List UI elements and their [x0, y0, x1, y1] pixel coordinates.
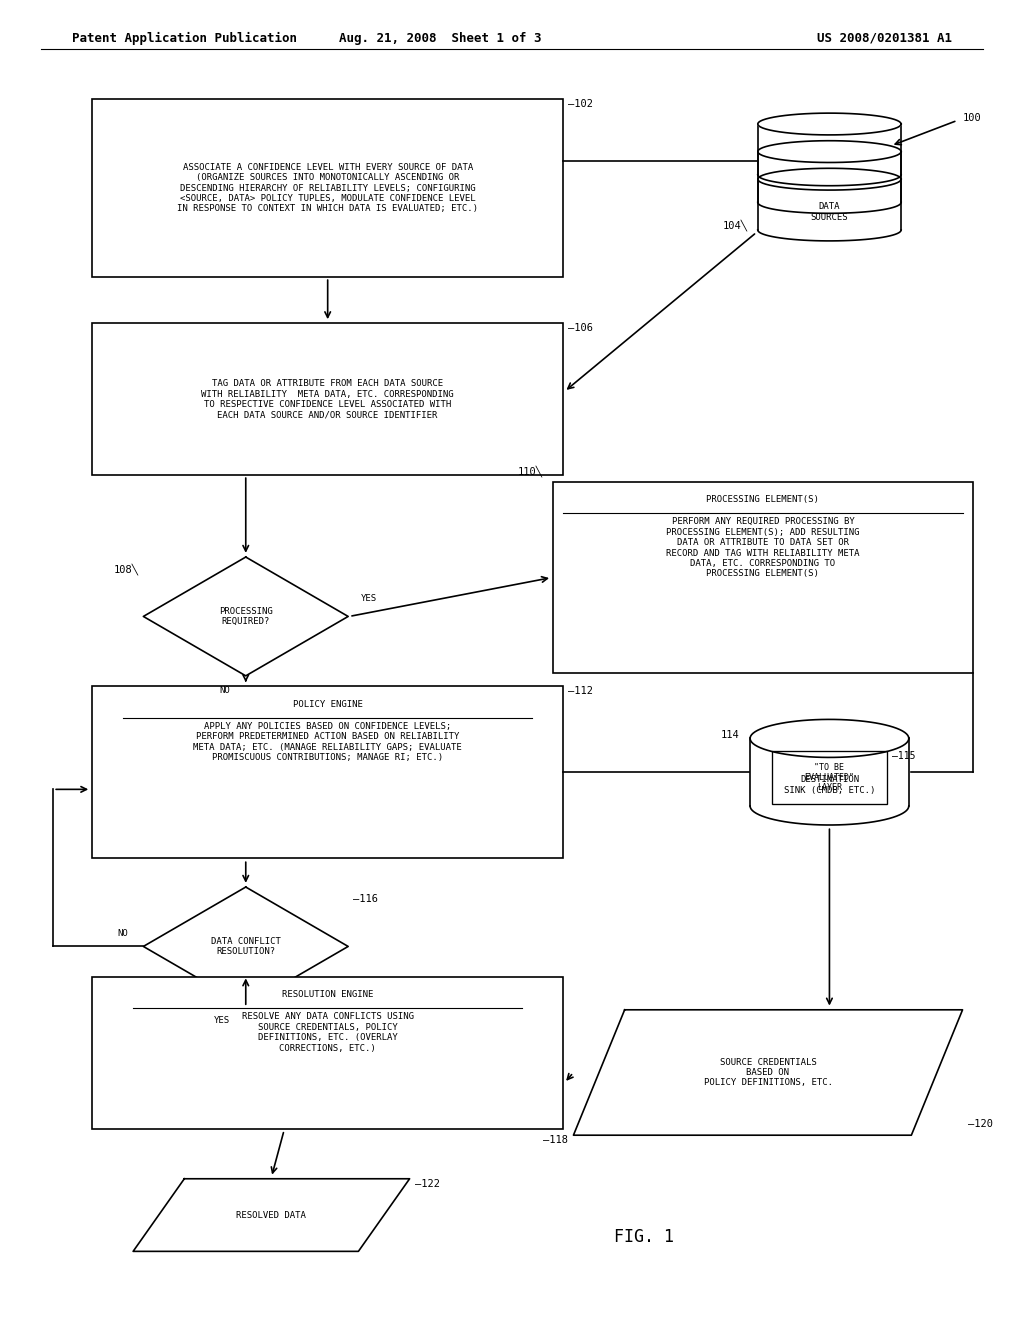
Polygon shape [143, 557, 348, 676]
Polygon shape [751, 719, 909, 758]
Polygon shape [143, 887, 348, 1006]
FancyBboxPatch shape [92, 977, 563, 1129]
Polygon shape [758, 141, 901, 162]
Text: ASSOCIATE A CONFIDENCE LEVEL WITH EVERY SOURCE OF DATA
(ORGANIZE SOURCES INTO MO: ASSOCIATE A CONFIDENCE LEVEL WITH EVERY … [177, 162, 478, 214]
Text: —116: —116 [353, 894, 378, 904]
Text: PROCESSING ELEMENT(S): PROCESSING ELEMENT(S) [707, 495, 819, 504]
Text: APPLY ANY POLICIES BASED ON CONFIDENCE LEVELS;
PERFORM PREDETERMINED ACTION BASE: APPLY ANY POLICIES BASED ON CONFIDENCE L… [194, 722, 462, 762]
FancyBboxPatch shape [553, 482, 973, 673]
Text: POLICY ENGINE: POLICY ENGINE [293, 700, 362, 709]
Text: —106: —106 [568, 323, 593, 334]
Text: —122: —122 [415, 1179, 439, 1189]
Polygon shape [758, 114, 901, 135]
Text: DESTINATION
SINK (CMDB, ETC.): DESTINATION SINK (CMDB, ETC.) [783, 775, 876, 795]
Text: SOURCE CREDENTIALS
BASED ON
POLICY DEFINITIONS, ETC.: SOURCE CREDENTIALS BASED ON POLICY DEFIN… [703, 1057, 833, 1088]
FancyBboxPatch shape [92, 686, 563, 858]
Text: RESOLVED DATA: RESOLVED DATA [237, 1210, 306, 1220]
Text: —112: —112 [568, 686, 593, 697]
Text: FIG. 1: FIG. 1 [614, 1228, 675, 1246]
FancyBboxPatch shape [92, 323, 563, 475]
Text: —120: —120 [968, 1118, 992, 1129]
Polygon shape [573, 1010, 963, 1135]
Polygon shape [133, 1179, 410, 1251]
Polygon shape [758, 124, 901, 174]
Text: 100: 100 [963, 114, 981, 123]
Text: 114: 114 [721, 730, 739, 741]
FancyBboxPatch shape [772, 751, 887, 804]
Text: —102: —102 [568, 99, 593, 110]
Text: "TO BE
EVALUATED"
LAYER: "TO BE EVALUATED" LAYER [805, 763, 854, 792]
Text: TAG DATA OR ATTRIBUTE FROM EACH DATA SOURCE
WITH RELIABILITY  META DATA, ETC. CO: TAG DATA OR ATTRIBUTE FROM EACH DATA SOU… [202, 379, 454, 420]
Text: YES: YES [214, 1016, 230, 1026]
Text: PROCESSING
REQUIRED?: PROCESSING REQUIRED? [219, 607, 272, 626]
Text: 110╲: 110╲ [518, 465, 543, 477]
Text: DATA CONFLICT
RESOLUTION?: DATA CONFLICT RESOLUTION? [211, 937, 281, 956]
Text: US 2008/0201381 A1: US 2008/0201381 A1 [817, 32, 952, 45]
Text: 108╲: 108╲ [114, 564, 138, 576]
Text: 104╲: 104╲ [723, 219, 748, 231]
Text: —115: —115 [892, 751, 915, 762]
Text: Aug. 21, 2008  Sheet 1 of 3: Aug. 21, 2008 Sheet 1 of 3 [339, 32, 542, 45]
FancyBboxPatch shape [92, 99, 563, 277]
Polygon shape [758, 152, 901, 202]
Text: YES: YES [360, 594, 377, 603]
Text: NO: NO [118, 929, 128, 937]
Polygon shape [750, 738, 909, 807]
Text: NO: NO [220, 686, 230, 696]
Text: —118: —118 [543, 1135, 567, 1146]
Polygon shape [758, 169, 901, 190]
Text: RESOLVE ANY DATA CONFLICTS USING
SOURCE CREDENTIALS, POLICY
DEFINITIONS, ETC. (O: RESOLVE ANY DATA CONFLICTS USING SOURCE … [242, 1012, 414, 1052]
Text: PERFORM ANY REQUIRED PROCESSING BY
PROCESSING ELEMENT(S); ADD RESULTING
DATA OR : PERFORM ANY REQUIRED PROCESSING BY PROCE… [667, 517, 859, 578]
Text: Patent Application Publication: Patent Application Publication [72, 32, 297, 45]
Text: DATA
SOURCES: DATA SOURCES [811, 202, 848, 222]
Text: RESOLUTION ENGINE: RESOLUTION ENGINE [282, 990, 374, 999]
Polygon shape [758, 180, 901, 230]
